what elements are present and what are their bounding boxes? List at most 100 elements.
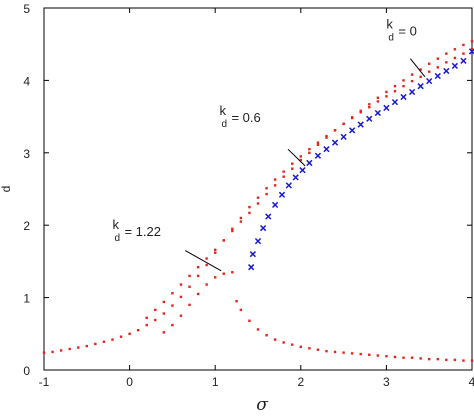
data-point-dot [368,103,371,106]
data-point-dot [136,328,140,332]
x-axis-label: σ [256,395,268,415]
annotation-k: k [386,16,393,31]
data-point-dot [342,351,345,354]
data-point-dot [273,338,277,341]
data-point-dot [239,308,243,312]
data-point-cross [260,224,267,232]
data-point-dot [265,192,268,196]
data-point-dot [162,312,166,315]
data-point-dot [445,61,448,64]
data-point-dot [239,216,243,220]
data-point-dot [291,162,294,165]
data-point-dot [308,151,311,154]
data-point-cross [383,104,390,112]
data-point-dot [205,263,208,267]
plot-border [43,7,473,371]
data-point-dot [359,352,362,356]
data-point-dot [453,48,457,51]
annotation-value: = 1.22 [124,224,161,239]
data-point-dot [453,358,457,362]
data-point-dot [325,349,328,353]
y-tick-label: 1 [23,292,30,306]
data-point-dot [410,73,414,76]
data-point-cross [248,264,255,271]
data-point-dot [299,158,302,162]
data-point-dot [188,274,191,278]
data-point-cross [391,98,399,106]
data-point-dot [248,211,251,215]
annotation-subscript: d [221,119,227,130]
data-point-dot [308,147,311,151]
data-point-dot [436,357,439,361]
x-tick-label: 0 [126,375,133,389]
data-point-dot [231,229,234,233]
data-point-dot [256,196,260,199]
data-point-dot [265,334,268,337]
data-point-dot [102,340,106,343]
data-markers [42,40,474,362]
data-point-dot [453,56,457,60]
data-point-dot [350,116,354,119]
data-point-dot [385,90,388,94]
data-point-dot [188,303,191,307]
annotation-k: k [219,103,226,118]
data-point-dot [402,356,405,359]
data-point-cross [265,213,272,220]
data-point-dot [162,300,166,304]
data-point-dot [68,347,71,351]
data-point-dot [470,40,474,43]
data-point-dot [368,353,371,356]
data-point-dot [273,178,277,181]
data-point-dot [299,345,302,349]
data-point-dot [291,343,294,346]
series-0 [42,48,474,354]
data-point-dot [333,129,337,132]
y-tick-label: 5 [23,2,30,16]
data-point-dot [402,84,405,88]
data-point-cross [254,237,262,245]
data-point-dot [42,351,46,354]
data-point-dot [154,318,157,322]
data-point-dot [445,52,448,55]
data-point-cross [292,174,299,181]
annotation-pointer [287,148,306,167]
data-point-dot [231,227,234,231]
data-point-dot [205,257,208,260]
data-point-dot [179,314,183,317]
data-point-dot [393,355,397,359]
data-point-dot [325,134,328,138]
data-point-dot [214,251,217,254]
data-point-dot [359,109,362,113]
data-point-dot [299,155,302,158]
x-tick-label: 3 [383,375,390,389]
data-point-dot [428,62,431,65]
annotation-subscript: d [114,233,120,244]
data-point-dot [385,355,388,358]
data-point-dot [419,75,422,78]
data-point-dot [291,167,294,170]
series-3 [235,300,474,362]
data-point-dot [419,357,422,360]
data-point-dot [248,319,251,322]
data-point-cross [460,57,467,64]
data-point-dot [59,349,63,352]
series-1 [145,40,474,320]
data-point-dot [222,272,225,275]
data-point-dot [462,43,465,47]
data-point-cross [285,182,292,189]
data-point-dot [256,328,260,331]
data-point-dot [376,354,380,357]
data-point-dot [154,308,157,312]
data-point-dot [162,331,166,334]
data-point-cross [299,167,306,174]
x-tick-label: 4 [469,375,474,389]
data-point-dot [393,84,397,88]
data-point-dot [222,239,225,242]
data-point-dot [256,202,260,205]
y-axis-label: d [0,186,13,193]
data-point-dot [462,52,465,55]
data-point-dot [359,111,362,114]
data-point-dot [94,342,97,346]
